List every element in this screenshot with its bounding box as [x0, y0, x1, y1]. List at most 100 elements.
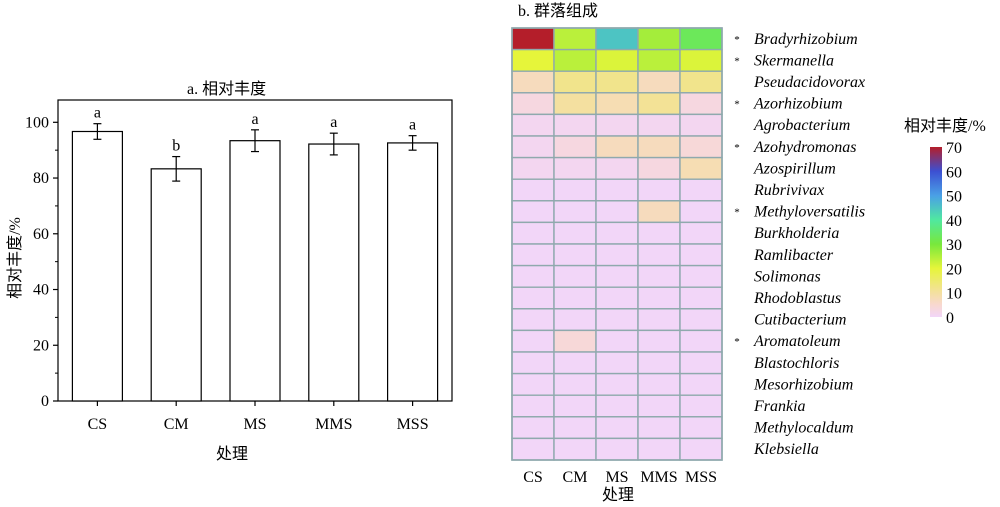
heatmap-cell	[595, 243, 639, 267]
y-tick-label: 60	[33, 226, 49, 243]
heatmap-cell	[595, 113, 639, 137]
significance-label: a	[409, 117, 416, 134]
heatmap-cell	[553, 243, 597, 267]
heatmap-cell	[637, 70, 681, 94]
heatmap-cell	[511, 372, 555, 396]
heatmap-cell	[511, 113, 555, 137]
heatmap-cell	[679, 437, 723, 461]
row-label: Pseudacidovorax	[753, 74, 865, 91]
heatmap-cell	[595, 437, 639, 461]
colorbar-tick-label: 30	[946, 237, 962, 254]
heatmap-cell	[679, 178, 723, 202]
row-label: Methylocaldum	[753, 420, 854, 437]
bar-chart-panel: a. 相对丰度 0 20 40 60 80 100 CS CM MS MMS MSS a b a a a 处…	[6, 80, 453, 463]
row-marker: *	[734, 207, 740, 219]
colorbar-ticks: 0 10 20 30 40 50 60 70	[946, 140, 962, 327]
heatmap-cell	[679, 243, 723, 267]
heatmap-cell	[553, 394, 597, 418]
bar-chart-title: a. 相对丰度	[187, 80, 266, 98]
heatmap-cell	[553, 135, 597, 159]
heatmap-cell	[679, 113, 723, 137]
heatmap-cell	[679, 221, 723, 245]
row-label: Klebsiella	[753, 441, 819, 458]
colorbar-tick-label: 40	[946, 213, 962, 230]
row-label: Azorhizobium	[753, 96, 843, 113]
heatmap-cell	[679, 416, 723, 440]
x-tick-label: MSS	[397, 416, 429, 433]
heatmap-cell	[511, 437, 555, 461]
row-label: Agrobacterium	[753, 117, 850, 134]
heatmap-cell	[511, 156, 555, 180]
row-label: Blastochloris	[754, 355, 839, 372]
bar-mms	[308, 143, 360, 402]
heatmap-cell	[595, 27, 639, 51]
heatmap-cell	[553, 286, 597, 310]
significance-label: a	[330, 114, 337, 131]
bar-chart-y-label: 相对丰度/%	[6, 217, 24, 299]
x-tick-label: CM	[164, 416, 189, 433]
heatmap-cell	[553, 308, 597, 332]
row-label: Cutibacterium	[754, 312, 846, 329]
heatmap-x-label: 处理	[602, 486, 634, 504]
x-tick-label: MS	[243, 416, 266, 433]
heatmap-cell	[595, 178, 639, 202]
row-marker: *	[734, 55, 740, 67]
heatmap-cell	[679, 70, 723, 94]
bar-cm	[150, 168, 202, 402]
colorbar-tick-label: 50	[946, 189, 962, 206]
heatmap-cell	[553, 92, 597, 116]
heatmap-cell	[511, 92, 555, 116]
heatmap-cell	[595, 48, 639, 72]
heatmap-cell	[595, 416, 639, 440]
heatmap-cell	[637, 351, 681, 375]
heatmap-cell	[679, 92, 723, 116]
column-label: MS	[605, 469, 628, 486]
heatmap-cell	[637, 27, 681, 51]
heatmap-cell	[679, 48, 723, 72]
heatmap-cell	[511, 308, 555, 332]
heatmap-cell	[637, 48, 681, 72]
heatmap-cell	[637, 437, 681, 461]
colorbar-tick-label: 60	[946, 164, 962, 181]
bar-cs	[71, 130, 124, 402]
heatmap-cell	[511, 329, 555, 353]
row-label: Skermanella	[754, 52, 834, 69]
bar-mss	[387, 142, 439, 402]
y-tick-label: 100	[25, 114, 49, 131]
y-tick-label: 80	[33, 170, 49, 187]
row-marker: *	[734, 142, 740, 154]
heatmap-cell	[637, 286, 681, 310]
heatmap-cell	[511, 351, 555, 375]
heatmap-cell	[637, 394, 681, 418]
heatmap-cell	[553, 416, 597, 440]
heatmap-cell	[511, 48, 555, 72]
heatmap-cell	[595, 156, 639, 180]
row-label: Frankia	[753, 398, 806, 415]
colorbar-label: 相对丰度/%	[904, 117, 986, 135]
y-tick-label: 20	[33, 337, 49, 354]
row-label: Rubrivivax	[753, 182, 824, 199]
heatmap-cell	[679, 264, 723, 288]
heatmap-cell	[511, 416, 555, 440]
column-label: CM	[563, 469, 588, 486]
heatmap-cell	[679, 308, 723, 332]
heatmap-cell	[553, 178, 597, 202]
significance-label: b	[172, 138, 180, 155]
heatmap-cell	[679, 394, 723, 418]
heatmap-cell	[637, 92, 681, 116]
x-tick-label: CS	[88, 416, 108, 433]
bar-chart-x-label: 处理	[216, 445, 248, 463]
heatmap-cell	[511, 221, 555, 245]
column-label: MMS	[640, 469, 677, 486]
heatmap-cell	[595, 308, 639, 332]
row-label: Aromatoleum	[753, 333, 841, 350]
heatmap-cell	[553, 372, 597, 396]
heatmap-cell	[553, 221, 597, 245]
row-marker: *	[734, 336, 740, 348]
heatmap-cell	[511, 27, 555, 51]
row-label: Solimonas	[754, 268, 821, 285]
heatmap-cell	[511, 70, 555, 94]
heatmap-cell	[553, 113, 597, 137]
heatmap-cell	[637, 372, 681, 396]
row-label: Burkholderia	[754, 225, 839, 242]
